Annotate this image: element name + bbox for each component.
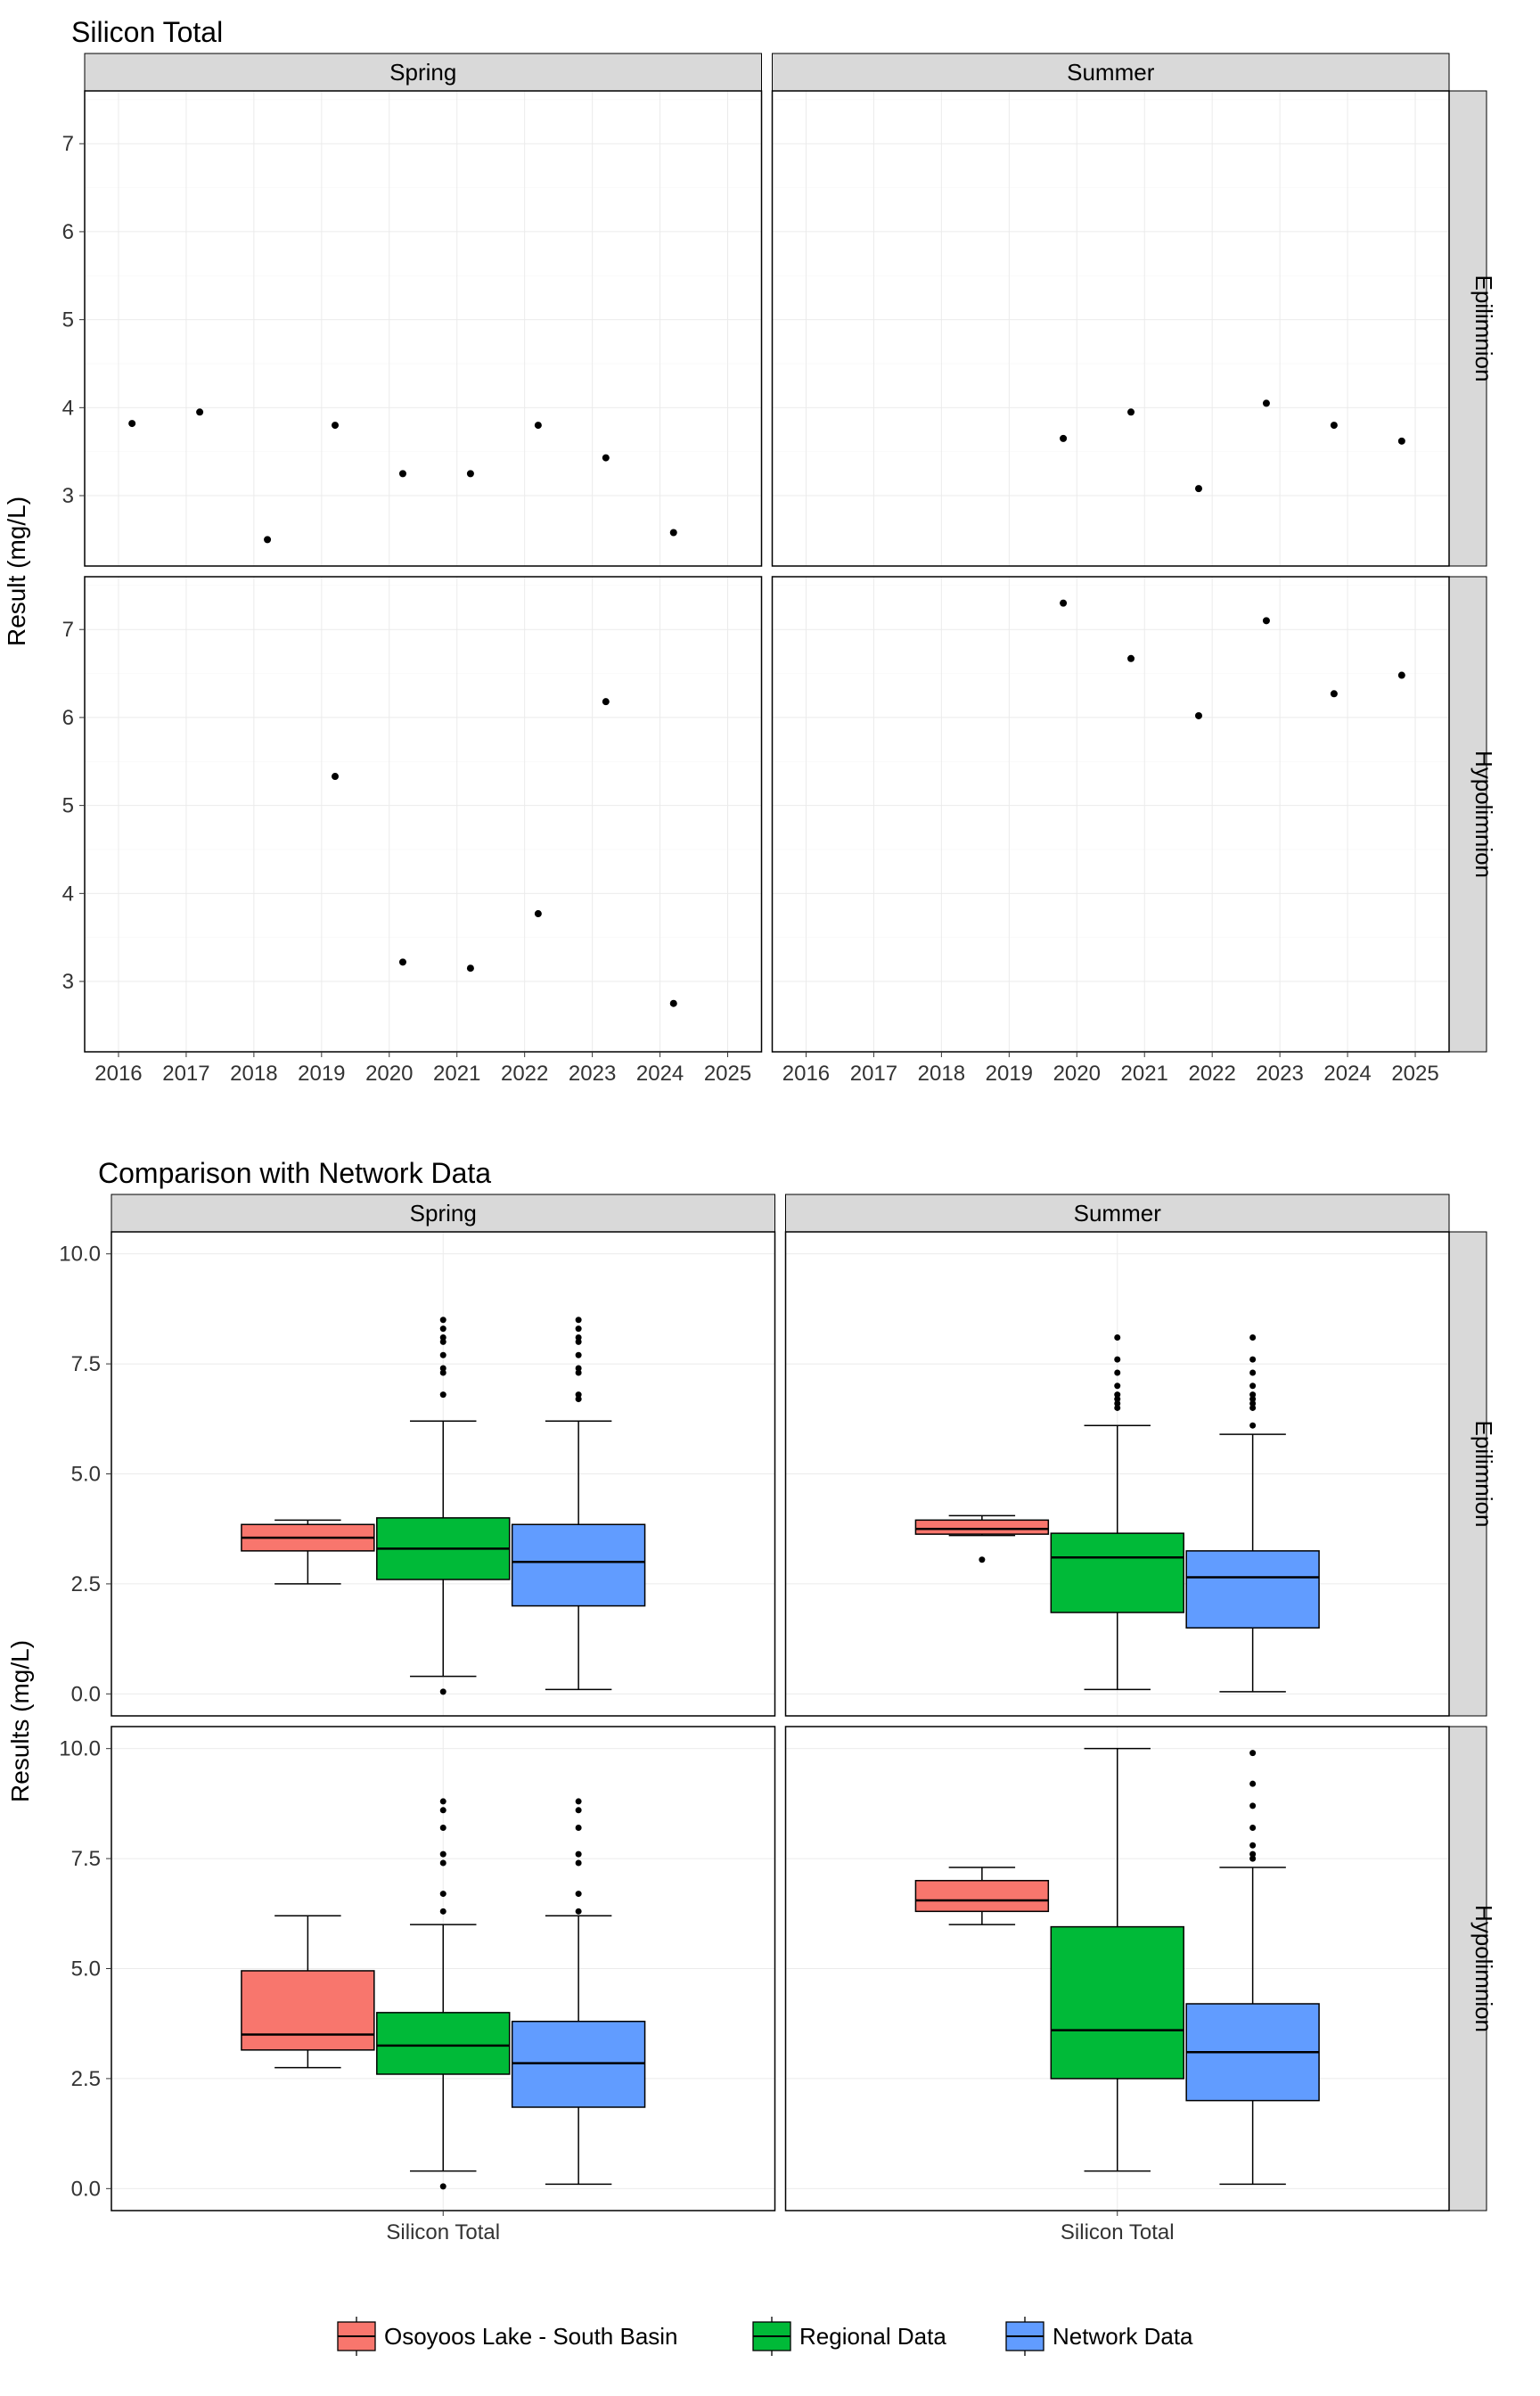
page: Silicon Total Spring Summer Epilimnion Hypo… xyxy=(0,0,1540,2396)
svg-text:2021: 2021 xyxy=(1121,1062,1168,1086)
svg-text:2021: 2021 xyxy=(433,1062,480,1086)
svg-text:Regional Data: Regional Data xyxy=(799,2323,946,2350)
svg-text:Summer: Summer xyxy=(1074,1200,1162,1227)
svg-text:Osoyoos Lake - South Basin: Osoyoos Lake - South Basin xyxy=(384,2323,678,2350)
svg-text:2016: 2016 xyxy=(94,1062,142,1086)
svg-text:10.0: 10.0 xyxy=(59,1243,101,1267)
svg-text:Network Data: Network Data xyxy=(1053,2323,1193,2350)
svg-text:Results (mg/L): Results (mg/L) xyxy=(6,1640,34,1802)
svg-text:2017: 2017 xyxy=(162,1062,209,1086)
svg-text:2019: 2019 xyxy=(986,1062,1033,1086)
svg-text:2022: 2022 xyxy=(501,1062,548,1086)
svg-text:5.0: 5.0 xyxy=(71,1957,101,1982)
svg-text:2017: 2017 xyxy=(850,1062,897,1086)
svg-text:Hypolimnion: Hypolimnion xyxy=(1470,1905,1497,2032)
svg-text:2024: 2024 xyxy=(636,1062,684,1086)
scatter-chart: Spring Summer Epilimnion Hypolimnion 3 3 4 4 5 5 6… xyxy=(0,45,1540,1114)
svg-text:2.5: 2.5 xyxy=(71,1572,101,1596)
svg-text:2024: 2024 xyxy=(1323,1062,1371,1086)
svg-text:2018: 2018 xyxy=(918,1062,965,1086)
svg-text:2020: 2020 xyxy=(365,1062,413,1086)
svg-text:3: 3 xyxy=(62,970,74,994)
svg-text:Summer: Summer xyxy=(1067,59,1155,86)
svg-text:2018: 2018 xyxy=(230,1062,277,1086)
svg-text:Result (mg/L): Result (mg/L) xyxy=(3,496,30,646)
svg-text:Epilimnion: Epilimnion xyxy=(1470,275,1497,382)
svg-text:2025: 2025 xyxy=(1391,1062,1438,1086)
svg-text:Epilimnion: Epilimnion xyxy=(1470,1421,1497,1528)
svg-text:4: 4 xyxy=(62,396,74,420)
svg-text:Hypolimnion: Hypolimnion xyxy=(1470,751,1497,878)
svg-text:4: 4 xyxy=(62,882,74,906)
svg-text:3: 3 xyxy=(62,484,74,508)
svg-text:6: 6 xyxy=(62,706,74,730)
legend: Osoyoos Lake - South Basin Regional Data N… xyxy=(0,2291,1540,2380)
svg-text:5: 5 xyxy=(62,308,74,332)
svg-text:2025: 2025 xyxy=(704,1062,751,1086)
svg-text:0.0: 0.0 xyxy=(71,2177,101,2201)
svg-text:6: 6 xyxy=(62,220,74,244)
svg-text:7.5: 7.5 xyxy=(71,1352,101,1376)
svg-text:2023: 2023 xyxy=(1256,1062,1303,1086)
svg-text:2022: 2022 xyxy=(1188,1062,1235,1086)
svg-text:2016: 2016 xyxy=(782,1062,830,1086)
svg-text:0.0: 0.0 xyxy=(71,1682,101,1706)
svg-text:5.0: 5.0 xyxy=(71,1463,101,1487)
svg-text:7.5: 7.5 xyxy=(71,1847,101,1871)
svg-text:7: 7 xyxy=(62,618,74,642)
svg-text:10.0: 10.0 xyxy=(59,1737,101,1761)
svg-text:2.5: 2.5 xyxy=(71,2067,101,2091)
svg-text:Spring: Spring xyxy=(389,59,456,86)
svg-text:Silicon Total: Silicon Total xyxy=(1061,2220,1175,2244)
svg-text:Silicon Total: Silicon Total xyxy=(386,2220,500,2244)
svg-text:2020: 2020 xyxy=(1053,1062,1101,1086)
svg-text:5: 5 xyxy=(62,794,74,818)
svg-text:2019: 2019 xyxy=(298,1062,345,1086)
svg-text:2023: 2023 xyxy=(569,1062,616,1086)
svg-text:7: 7 xyxy=(62,132,74,156)
svg-text:Spring: Spring xyxy=(410,1200,477,1227)
boxplot-chart: Spring Summer Epilimnion Hypolimnion 0.0 0.0 2… xyxy=(0,1186,1540,2273)
